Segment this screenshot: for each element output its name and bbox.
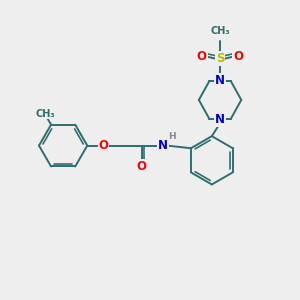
- Text: CH₃: CH₃: [36, 109, 56, 118]
- Text: O: O: [197, 50, 207, 63]
- Text: N: N: [158, 139, 168, 152]
- Text: N: N: [215, 112, 225, 126]
- Text: S: S: [216, 52, 224, 65]
- Text: O: O: [137, 160, 147, 173]
- Text: O: O: [233, 50, 243, 63]
- Text: O: O: [98, 139, 109, 152]
- Text: N: N: [215, 74, 225, 87]
- Text: CH₃: CH₃: [210, 26, 230, 36]
- Text: H: H: [168, 133, 175, 142]
